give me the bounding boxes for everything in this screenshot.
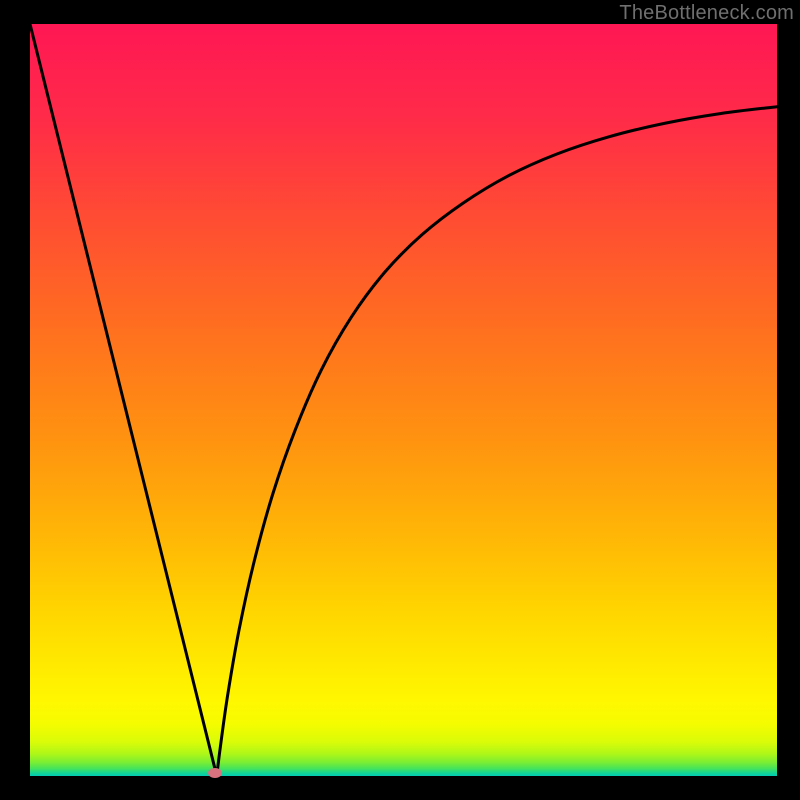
- chart-frame: TheBottleneck.com: [0, 0, 800, 800]
- gradient-plot-area: [30, 24, 777, 776]
- minimum-marker: [208, 768, 222, 778]
- watermark-text: TheBottleneck.com: [619, 2, 794, 25]
- bottleneck-curve: [30, 24, 777, 776]
- curve-layer: [30, 24, 777, 776]
